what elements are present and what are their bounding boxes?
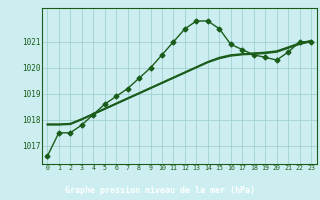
Text: Graphe pression niveau de la mer (hPa): Graphe pression niveau de la mer (hPa) xyxy=(65,186,255,195)
